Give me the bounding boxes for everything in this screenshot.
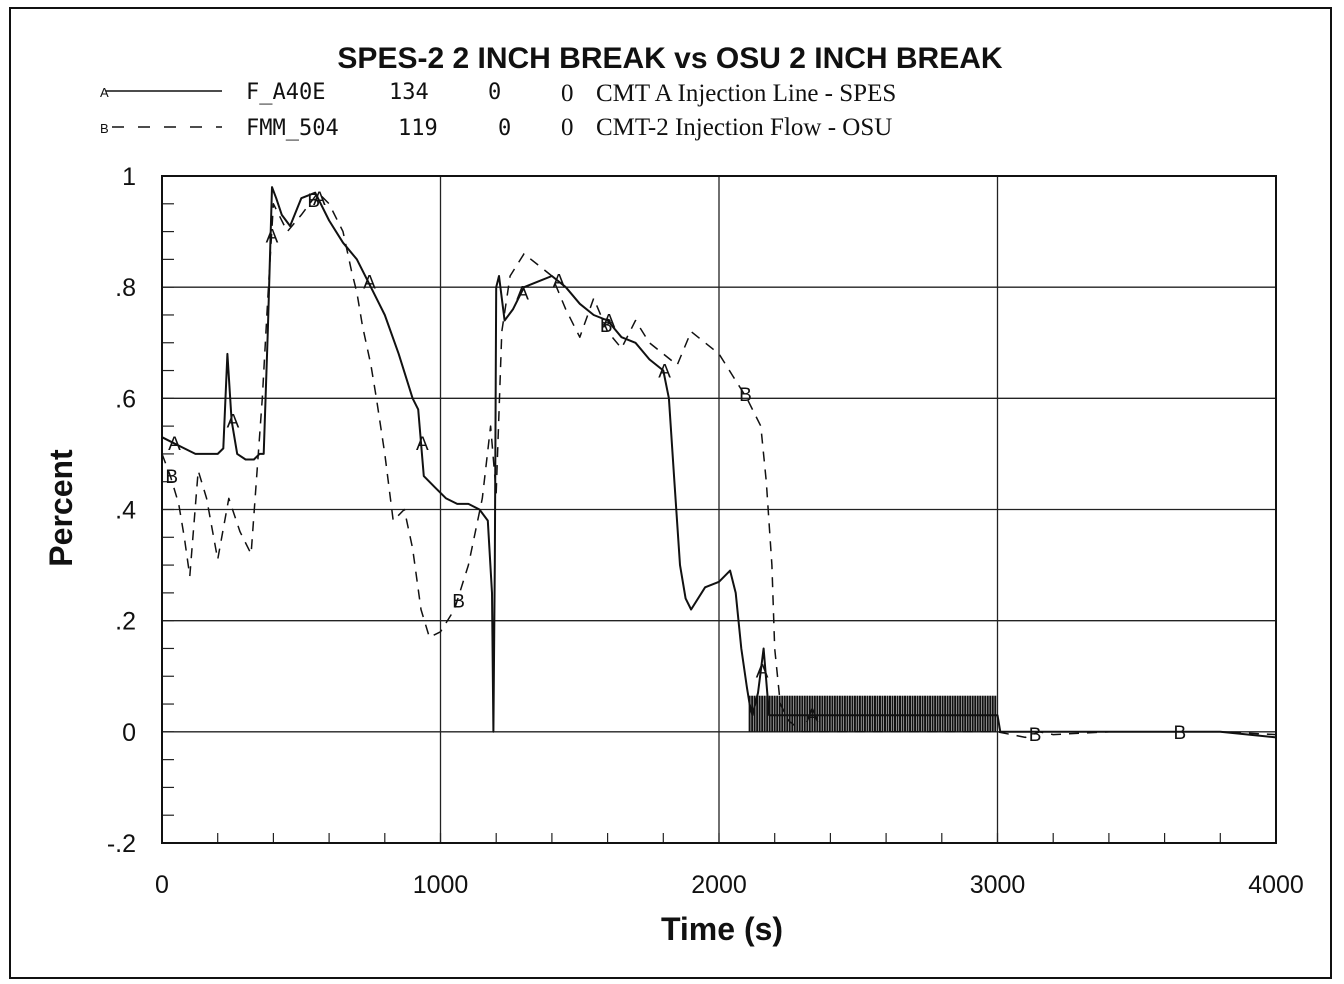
legend-v1-a: 0: [488, 80, 501, 105]
series-marker-a: A: [266, 226, 279, 247]
plot-border: [161, 175, 1277, 844]
y-tick-label: -.2: [107, 830, 136, 858]
x-axis-label: Time (s): [661, 911, 783, 947]
x-tick-labels: 0 1000 2000 3000 4000: [155, 871, 1304, 899]
grid: [161, 175, 1277, 844]
series-a-oscillation: [748, 695, 997, 732]
series-marker-a: A: [552, 271, 565, 292]
x-tick-label: 1000: [413, 871, 469, 899]
y-tick-label: 0: [122, 719, 136, 747]
legend-symbol-a: F_A40E: [246, 80, 325, 105]
legend-marker-b: B: [100, 121, 109, 136]
legend-entry-b: B FMM_504 119 0 0 CMT-2 Injection Flow -…: [100, 114, 892, 141]
y-tick-label: .2: [115, 608, 136, 636]
y-tick-labels: -.2 0 .2 .4 .6 .8 1: [107, 163, 136, 858]
series-marker-a: A: [806, 706, 819, 727]
series-marker-b: B: [165, 467, 178, 488]
series-marker-b: B: [739, 385, 752, 406]
x-tick-label: 3000: [970, 871, 1026, 899]
legend-v1-b: 0: [498, 116, 511, 141]
series-marker-b: B: [600, 316, 613, 337]
legend: A F_A40E 134 0 0 CMT A Injection Line - …: [100, 80, 896, 141]
series-marker-a: A: [658, 362, 671, 383]
y-tick-label: .6: [115, 385, 136, 413]
legend-desc-a: CMT A Injection Line - SPES: [596, 80, 896, 107]
x-tick-label: 2000: [691, 871, 747, 899]
series-marker-a: A: [603, 312, 616, 333]
series-marker-a: A: [416, 434, 429, 455]
series-layer: [161, 186, 1277, 739]
series-marker-a: A: [313, 189, 326, 210]
y-axis-label: Percent: [43, 449, 79, 567]
series-line-b: [161, 191, 1277, 739]
chart-frame: [9, 7, 1332, 979]
legend-n-a: 134: [389, 80, 429, 105]
series-marker-a: A: [363, 273, 376, 294]
y-tick-label: .8: [115, 274, 136, 302]
series-marker-a: A: [227, 412, 240, 433]
chart-title: SPES-2 2 INCH BREAK vs OSU 2 INCH BREAK: [337, 42, 1002, 75]
legend-symbol-b: FMM_504: [246, 116, 339, 141]
x-tick-label: 4000: [1248, 871, 1304, 899]
legend-desc-b: CMT-2 Injection Flow - OSU: [596, 114, 892, 141]
legend-marker-a: A: [100, 85, 109, 100]
y-tick-label: 1: [122, 163, 136, 191]
legend-v2-a: 0: [561, 80, 574, 107]
series-marker-b: B: [452, 592, 465, 613]
series-marker-a: A: [516, 284, 529, 305]
legend-v2-b: 0: [561, 114, 574, 141]
series-marker-b: B: [307, 191, 320, 212]
series-marker-b: B: [1029, 725, 1042, 746]
legend-entry-a: A F_A40E 134 0 0 CMT A Injection Line - …: [100, 80, 896, 107]
series-marker-a: A: [756, 662, 769, 683]
series-marker-b: B: [1174, 723, 1187, 744]
legend-n-b: 119: [398, 116, 438, 141]
x-tick-label: 0: [155, 871, 169, 899]
series-marker-a: A: [168, 434, 181, 455]
y-tick-label: .4: [115, 497, 136, 525]
